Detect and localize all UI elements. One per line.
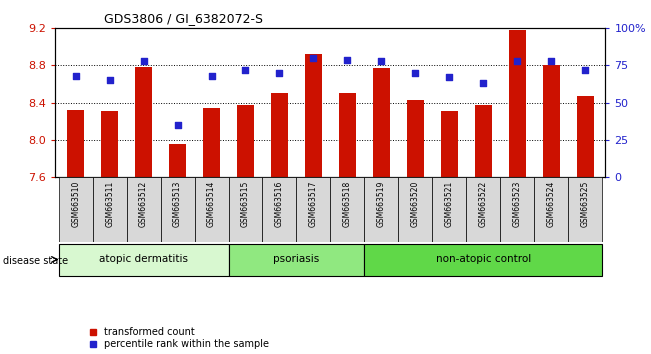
Text: GSM663510: GSM663510 (71, 180, 80, 227)
Bar (508, 30, 525, 177)
Point (444, 75, 454, 80)
Bar (135, 67, 152, 177)
Text: GSM663514: GSM663514 (207, 180, 216, 227)
Bar (373, 68, 390, 177)
Bar (101, 111, 118, 177)
Legend: transformed count, percentile rank within the sample: transformed count, percentile rank withi… (89, 327, 269, 349)
Bar (339, 93, 356, 177)
Bar (534, 177, 568, 242)
Text: GSM663521: GSM663521 (445, 180, 454, 227)
Bar (92, 177, 127, 242)
Text: GSM663518: GSM663518 (343, 180, 352, 227)
Bar (398, 177, 432, 242)
Text: GSM663522: GSM663522 (478, 180, 488, 227)
Text: non-atopic control: non-atopic control (436, 255, 531, 264)
Point (240, 67, 251, 73)
Point (580, 67, 590, 73)
Bar (59, 244, 229, 276)
Point (512, 58, 522, 64)
Point (139, 58, 149, 64)
Bar (127, 177, 161, 242)
Bar (568, 177, 602, 242)
Text: GSM663523: GSM663523 (512, 180, 521, 227)
Text: GSM663517: GSM663517 (309, 180, 318, 227)
Bar (441, 111, 458, 177)
Text: disease state: disease state (3, 256, 68, 266)
Text: GDS3806 / GI_6382072-S: GDS3806 / GI_6382072-S (104, 12, 263, 25)
Text: GSM663513: GSM663513 (173, 180, 182, 227)
Text: GSM663516: GSM663516 (275, 180, 284, 227)
Bar (475, 104, 492, 177)
Bar (161, 177, 195, 242)
Text: GSM663525: GSM663525 (581, 180, 590, 227)
Bar (271, 93, 288, 177)
Point (546, 58, 557, 64)
Bar (67, 110, 84, 177)
Point (274, 70, 284, 76)
Bar (305, 55, 322, 177)
Bar (229, 244, 365, 276)
Bar (330, 177, 365, 242)
Point (342, 57, 353, 62)
Text: GSM663519: GSM663519 (377, 180, 386, 227)
Point (376, 58, 387, 64)
Point (70, 73, 81, 79)
Bar (262, 177, 296, 242)
Bar (407, 100, 424, 177)
Text: GSM663512: GSM663512 (139, 180, 148, 227)
Bar (237, 104, 254, 177)
Text: GSM663515: GSM663515 (241, 180, 250, 227)
Bar (543, 65, 560, 177)
Bar (59, 177, 92, 242)
Bar (432, 177, 466, 242)
Point (308, 55, 318, 61)
Bar (203, 108, 220, 177)
Bar (169, 144, 186, 177)
Bar (466, 177, 500, 242)
Bar (229, 177, 262, 242)
Point (104, 78, 115, 83)
Bar (365, 244, 602, 276)
Point (478, 80, 488, 86)
Bar (296, 177, 330, 242)
Text: atopic dermatitis: atopic dermatitis (99, 255, 188, 264)
Bar (365, 177, 398, 242)
Text: GSM663520: GSM663520 (411, 180, 420, 227)
Bar (500, 177, 534, 242)
Text: psoriasis: psoriasis (273, 255, 320, 264)
Text: GSM663524: GSM663524 (547, 180, 555, 227)
Bar (195, 177, 229, 242)
Bar (577, 96, 594, 177)
Point (206, 73, 217, 79)
Point (410, 70, 421, 76)
Point (173, 122, 183, 128)
Text: GSM663511: GSM663511 (105, 180, 114, 227)
